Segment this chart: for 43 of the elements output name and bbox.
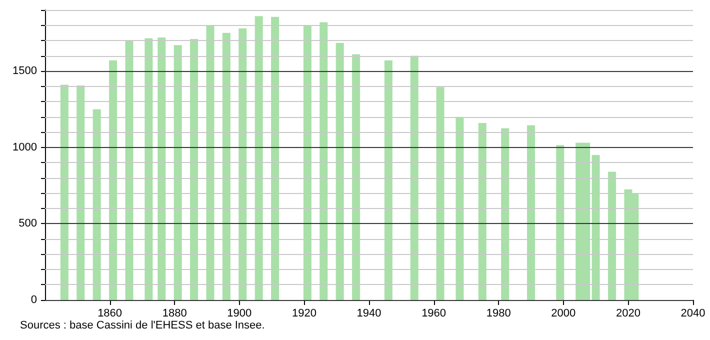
bar [222,32,230,300]
y-tick-label: 0 [30,294,37,306]
bar [158,37,166,300]
bar [92,109,101,300]
bar [352,54,360,300]
bar [206,25,214,300]
bar [76,86,85,300]
y-tick-label: 1500 [12,65,37,78]
bar [527,125,535,300]
bar [608,172,616,300]
bar [174,45,182,300]
bar [501,128,510,300]
bar [271,16,280,300]
bar [556,145,564,300]
bar [320,22,328,300]
x-tick-label: 1980 [486,308,511,320]
x-tick-label: 2020 [616,308,640,320]
x-tick-label: 1900 [227,308,252,320]
bar [238,28,247,300]
bar [384,60,392,300]
bar [109,60,118,300]
x-tick-label: 1880 [162,308,187,320]
x-tick-label: 1940 [356,308,382,320]
x-tick-label: 2000 [551,308,576,320]
bar [125,40,134,300]
x-tick-label: 1960 [422,308,446,320]
bar [456,116,464,300]
bar [592,155,600,300]
bar [303,25,312,300]
bar [190,39,198,300]
bar [336,42,344,300]
y-tick-label: 1000 [12,141,37,154]
bar [436,87,444,300]
x-tick-label: 1920 [292,308,316,320]
bar [410,56,418,300]
bar [60,84,68,300]
x-tick-label: 2040 [680,308,706,320]
x-tick-label: 1860 [98,308,122,320]
y-tick-label: 500 [18,218,37,230]
bar [478,122,486,300]
source-note: Sources : base Cassini de l'EHESS et base Insee. [20,320,265,332]
bar [144,38,153,300]
bar [254,16,263,300]
